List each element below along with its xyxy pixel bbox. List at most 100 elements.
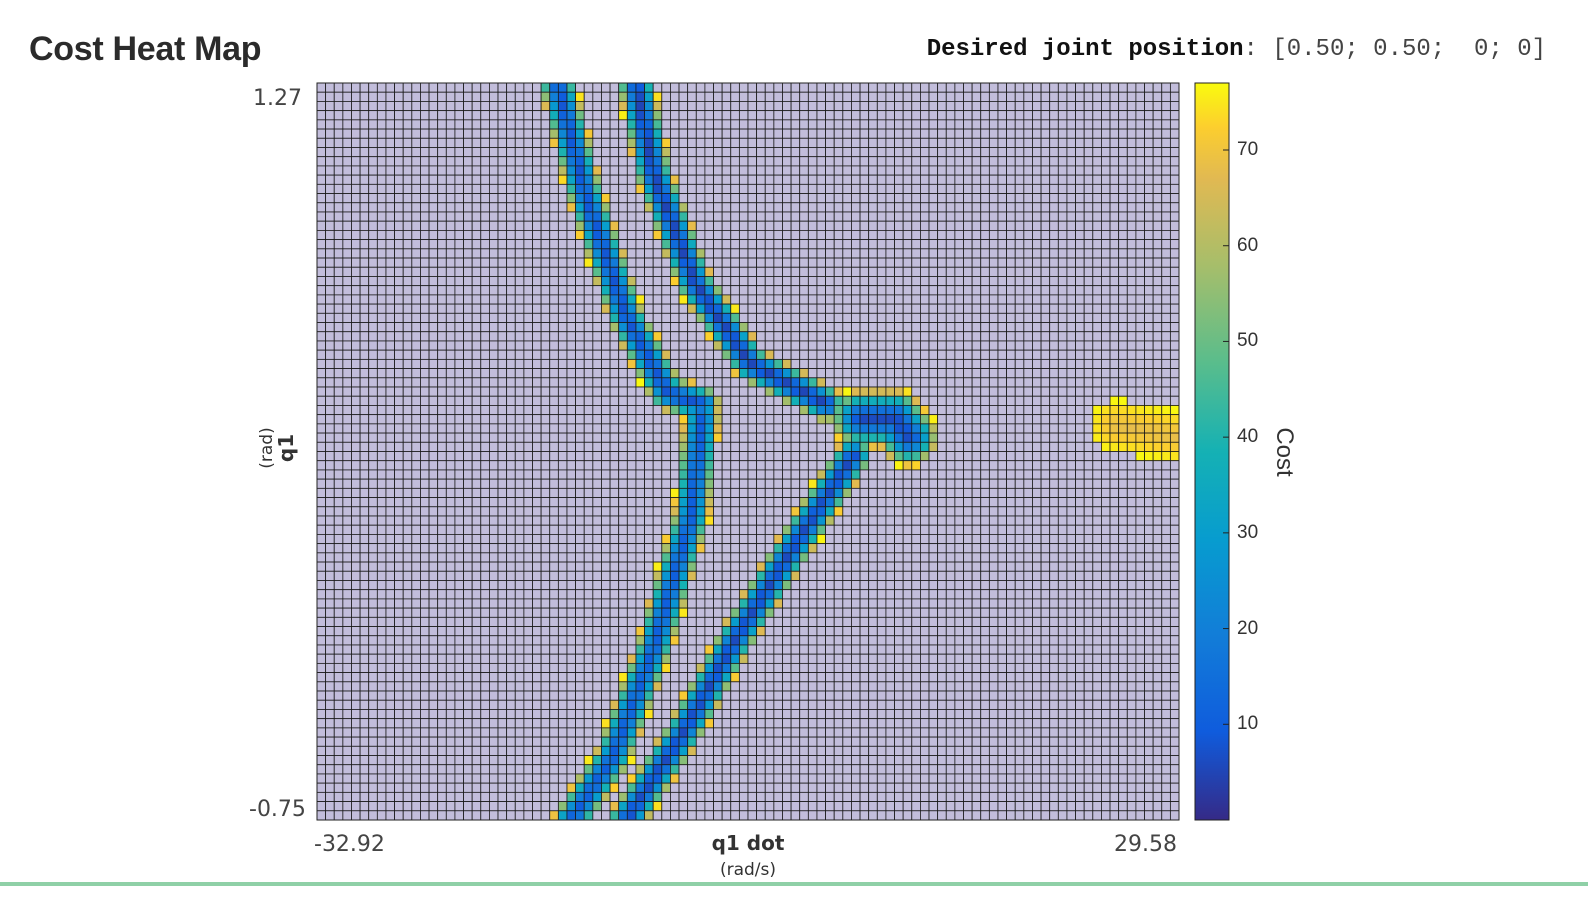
heatmap-cell (911, 110, 921, 121)
heatmap-cell (575, 423, 585, 434)
heatmap-cell (945, 239, 956, 250)
heatmap-cell (445, 193, 456, 204)
heatmap-cell (816, 276, 826, 287)
heatmap-cell (652, 266, 663, 277)
heatmap-cell (566, 515, 576, 526)
heatmap-cell (997, 312, 1007, 323)
heatmap-cell (825, 220, 835, 231)
heatmap-cell (833, 414, 844, 425)
heatmap-cell (1161, 524, 1171, 535)
heatmap-cell (342, 515, 352, 526)
heatmap-cell (342, 534, 352, 545)
heatmap-cell (463, 322, 473, 333)
heatmap-cell (316, 395, 327, 406)
heatmap-cell (394, 294, 404, 305)
heatmap-cell (670, 432, 680, 443)
heatmap-cell (661, 414, 671, 425)
heatmap-cell (670, 358, 680, 369)
heatmap-cell (385, 405, 395, 416)
heatmap-cell (618, 441, 628, 452)
heatmap-cell (695, 294, 706, 305)
heatmap-cell (747, 423, 758, 434)
heatmap-cell (859, 469, 870, 480)
heatmap-cell (463, 174, 473, 185)
heatmap-cell (747, 451, 758, 462)
heatmap-cell (514, 285, 525, 296)
heatmap-cell (730, 183, 740, 194)
heatmap-cell (661, 451, 671, 462)
heatmap-cell (894, 515, 904, 526)
heatmap-cell (799, 524, 809, 535)
heatmap-cell (911, 487, 921, 498)
heatmap-cell (609, 165, 620, 176)
heatmap-cell (988, 239, 999, 250)
heatmap-cell (316, 91, 327, 102)
heatmap-cell (316, 202, 327, 213)
heatmap-cell (738, 193, 749, 204)
heatmap-cell (428, 515, 439, 526)
heatmap-cell (738, 405, 749, 416)
heatmap-cell (1066, 110, 1076, 121)
heatmap-cell (316, 101, 327, 112)
heatmap-cell (626, 386, 637, 397)
heatmap-cell (816, 248, 826, 259)
heatmap-cell (583, 193, 594, 204)
heatmap-cell (506, 395, 516, 406)
heatmap-cell (945, 340, 956, 351)
heatmap-cell (799, 101, 809, 112)
heatmap-cell (583, 460, 594, 471)
heatmap-cell (351, 524, 361, 535)
heatmap-cell (773, 119, 783, 130)
heatmap-cell (480, 432, 490, 443)
heatmap-cell (1092, 487, 1102, 498)
heatmap-cell (480, 395, 490, 406)
heatmap-cell (592, 340, 602, 351)
heatmap-cell (454, 349, 464, 360)
heatmap-cell (471, 460, 482, 471)
heatmap-cell (420, 395, 430, 406)
heatmap-cell (1126, 432, 1137, 443)
heatmap-cell (687, 469, 697, 480)
heatmap-cell (704, 340, 714, 351)
heatmap-cell (1040, 119, 1051, 130)
heatmap-cell (575, 174, 585, 185)
heatmap-cell (902, 386, 913, 397)
heatmap-cell (730, 358, 740, 369)
heatmap-cell (842, 497, 852, 508)
heatmap-cell (437, 239, 447, 250)
heatmap-cell (894, 322, 904, 333)
heatmap-cell (540, 432, 551, 443)
heatmap-cell (721, 276, 732, 287)
heatmap-cell (437, 82, 447, 93)
heatmap-cell (325, 478, 335, 489)
heatmap-cell (971, 358, 982, 369)
heatmap-cell (713, 469, 723, 480)
heatmap-cell (488, 303, 499, 314)
heatmap-cell (833, 395, 844, 406)
heatmap-cell (549, 165, 559, 176)
heatmap-cell (730, 451, 740, 462)
heatmap-cell (902, 534, 913, 545)
heatmap-cell (488, 358, 499, 369)
heatmap-cell (807, 128, 818, 139)
heatmap-cell (799, 174, 809, 185)
heatmap-cell (385, 358, 395, 369)
heatmap-cell (747, 487, 758, 498)
heatmap-cell (540, 220, 551, 231)
heatmap-cell (980, 211, 990, 222)
heatmap-cell (635, 349, 645, 360)
heatmap-cell (514, 147, 525, 158)
heatmap-cell (609, 101, 620, 112)
heatmap-cell (652, 202, 663, 213)
heatmap-cell (894, 147, 904, 158)
heatmap-cell (506, 423, 516, 434)
heatmap-cell (825, 303, 835, 314)
heatmap-cell (851, 266, 861, 277)
heatmap-cell (601, 229, 611, 241)
heatmap-cell (1109, 119, 1120, 130)
heatmap-cell (368, 266, 378, 277)
heatmap-cell (609, 110, 620, 121)
heatmap-cell (471, 534, 482, 545)
heatmap-cell (1057, 534, 1068, 545)
heatmap-cell (678, 156, 689, 167)
